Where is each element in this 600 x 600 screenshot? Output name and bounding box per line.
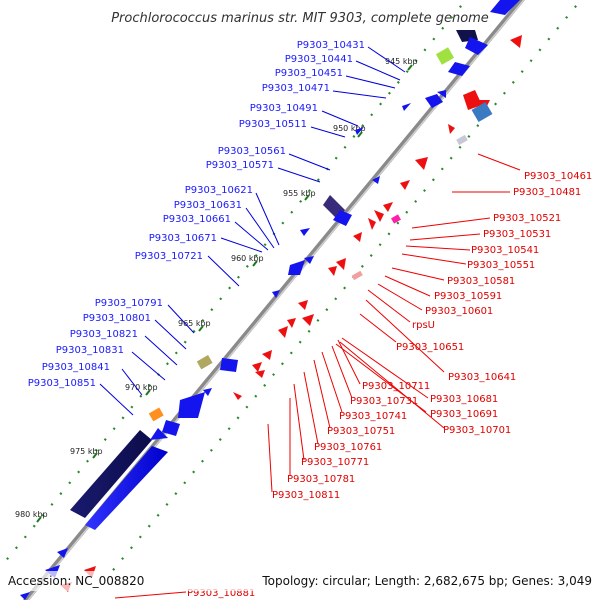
gene-label: P9303_10801 [83, 313, 151, 324]
gene-label: P9303_10471 [262, 83, 330, 94]
tick-label: 960 kbp [231, 254, 264, 263]
gene-label: P9303_10581 [447, 276, 515, 287]
tick-label: 975 kbp [70, 447, 103, 456]
map-title: Prochlorococcus marinus str. MIT 9303, c… [111, 11, 489, 26]
gene-label: P9303_10691 [430, 409, 498, 420]
gene-label: P9303_10821 [70, 329, 138, 340]
gene-label: P9303_10481 [513, 187, 581, 198]
tick-labels: 945 kbp 950 kbp 955 kbp 960 kbp 965 kbp … [15, 57, 418, 519]
gene-label: P9303_10881 [187, 588, 255, 599]
gene-label: P9303_10531 [483, 229, 551, 240]
gene-label: P9303_10851 [28, 378, 96, 389]
gene-label: P9303_10491 [250, 103, 318, 114]
gene-label: P9303_10631 [174, 200, 242, 211]
other-genes [148, 47, 493, 422]
tick-label: 970 kbp [125, 383, 158, 392]
gene-label: P9303_10561 [218, 146, 286, 157]
gene-label: P9303_10831 [56, 345, 124, 356]
gene-label: P9303_10751 [327, 426, 395, 437]
tick-label: 980 kbp [15, 510, 48, 519]
gene-label: P9303_10511 [239, 119, 307, 130]
gene-label: P9303_10621 [185, 185, 253, 196]
gene-label: P9303_10551 [467, 260, 535, 271]
gene-label: P9303_10431 [297, 40, 365, 51]
tick-label: 965 kbp [178, 319, 211, 328]
right-leader-lines [114, 153, 521, 599]
accession-text: Accession: NC_008820 [8, 574, 144, 588]
gene-label: P9303_10761 [314, 442, 382, 453]
gene-label: P9303_10741 [339, 411, 407, 422]
gene-label: P9303_10521 [493, 213, 561, 224]
gc-track-dots [0, 0, 583, 581]
tick-marks [36, 64, 413, 523]
gene-label: rpsU [412, 320, 435, 331]
gene-label: P9303_10841 [42, 362, 110, 373]
gene-label: P9303_10541 [471, 245, 539, 256]
gene-label: P9303_10441 [285, 54, 353, 65]
tick-label: 955 kbp [283, 189, 316, 198]
gene-label: P9303_10731 [350, 396, 418, 407]
forward-genes [20, 0, 520, 600]
left-gene-labels: P9303_10431 P9303_10441 P9303_10451 P930… [28, 40, 365, 389]
gene-label: P9303_10671 [149, 233, 217, 244]
gene-label: P9303_10591 [434, 291, 502, 302]
gene-label: P9303_10721 [135, 251, 203, 262]
left-leader-lines [99, 46, 406, 416]
gene-label: P9303_10661 [163, 214, 231, 225]
gene-label: P9303_10461 [524, 171, 592, 182]
gene-label: P9303_10701 [443, 425, 511, 436]
gene-label: P9303_10711 [362, 381, 430, 392]
topology-text: Topology: circular; Length: 2,682,675 bp… [261, 574, 592, 588]
gene-label: P9303_10791 [95, 298, 163, 309]
gene-label: P9303_10641 [448, 372, 516, 383]
gene-label: P9303_10681 [430, 394, 498, 405]
right-gene-labels: P9303_10461 P9303_10481 P9303_10521 P930… [187, 171, 592, 599]
gene-label: P9303_10651 [396, 342, 464, 353]
gene-label: P9303_10781 [287, 474, 355, 485]
gene-label: P9303_10571 [206, 160, 274, 171]
gene-label: P9303_10811 [272, 490, 340, 501]
gene-label: P9303_10451 [275, 68, 343, 79]
tick-label: 945 kbp [385, 57, 418, 66]
gene-label: P9303_10601 [425, 306, 493, 317]
gene-label: P9303_10771 [301, 457, 369, 468]
tick-label: 950 kbp [333, 124, 366, 133]
